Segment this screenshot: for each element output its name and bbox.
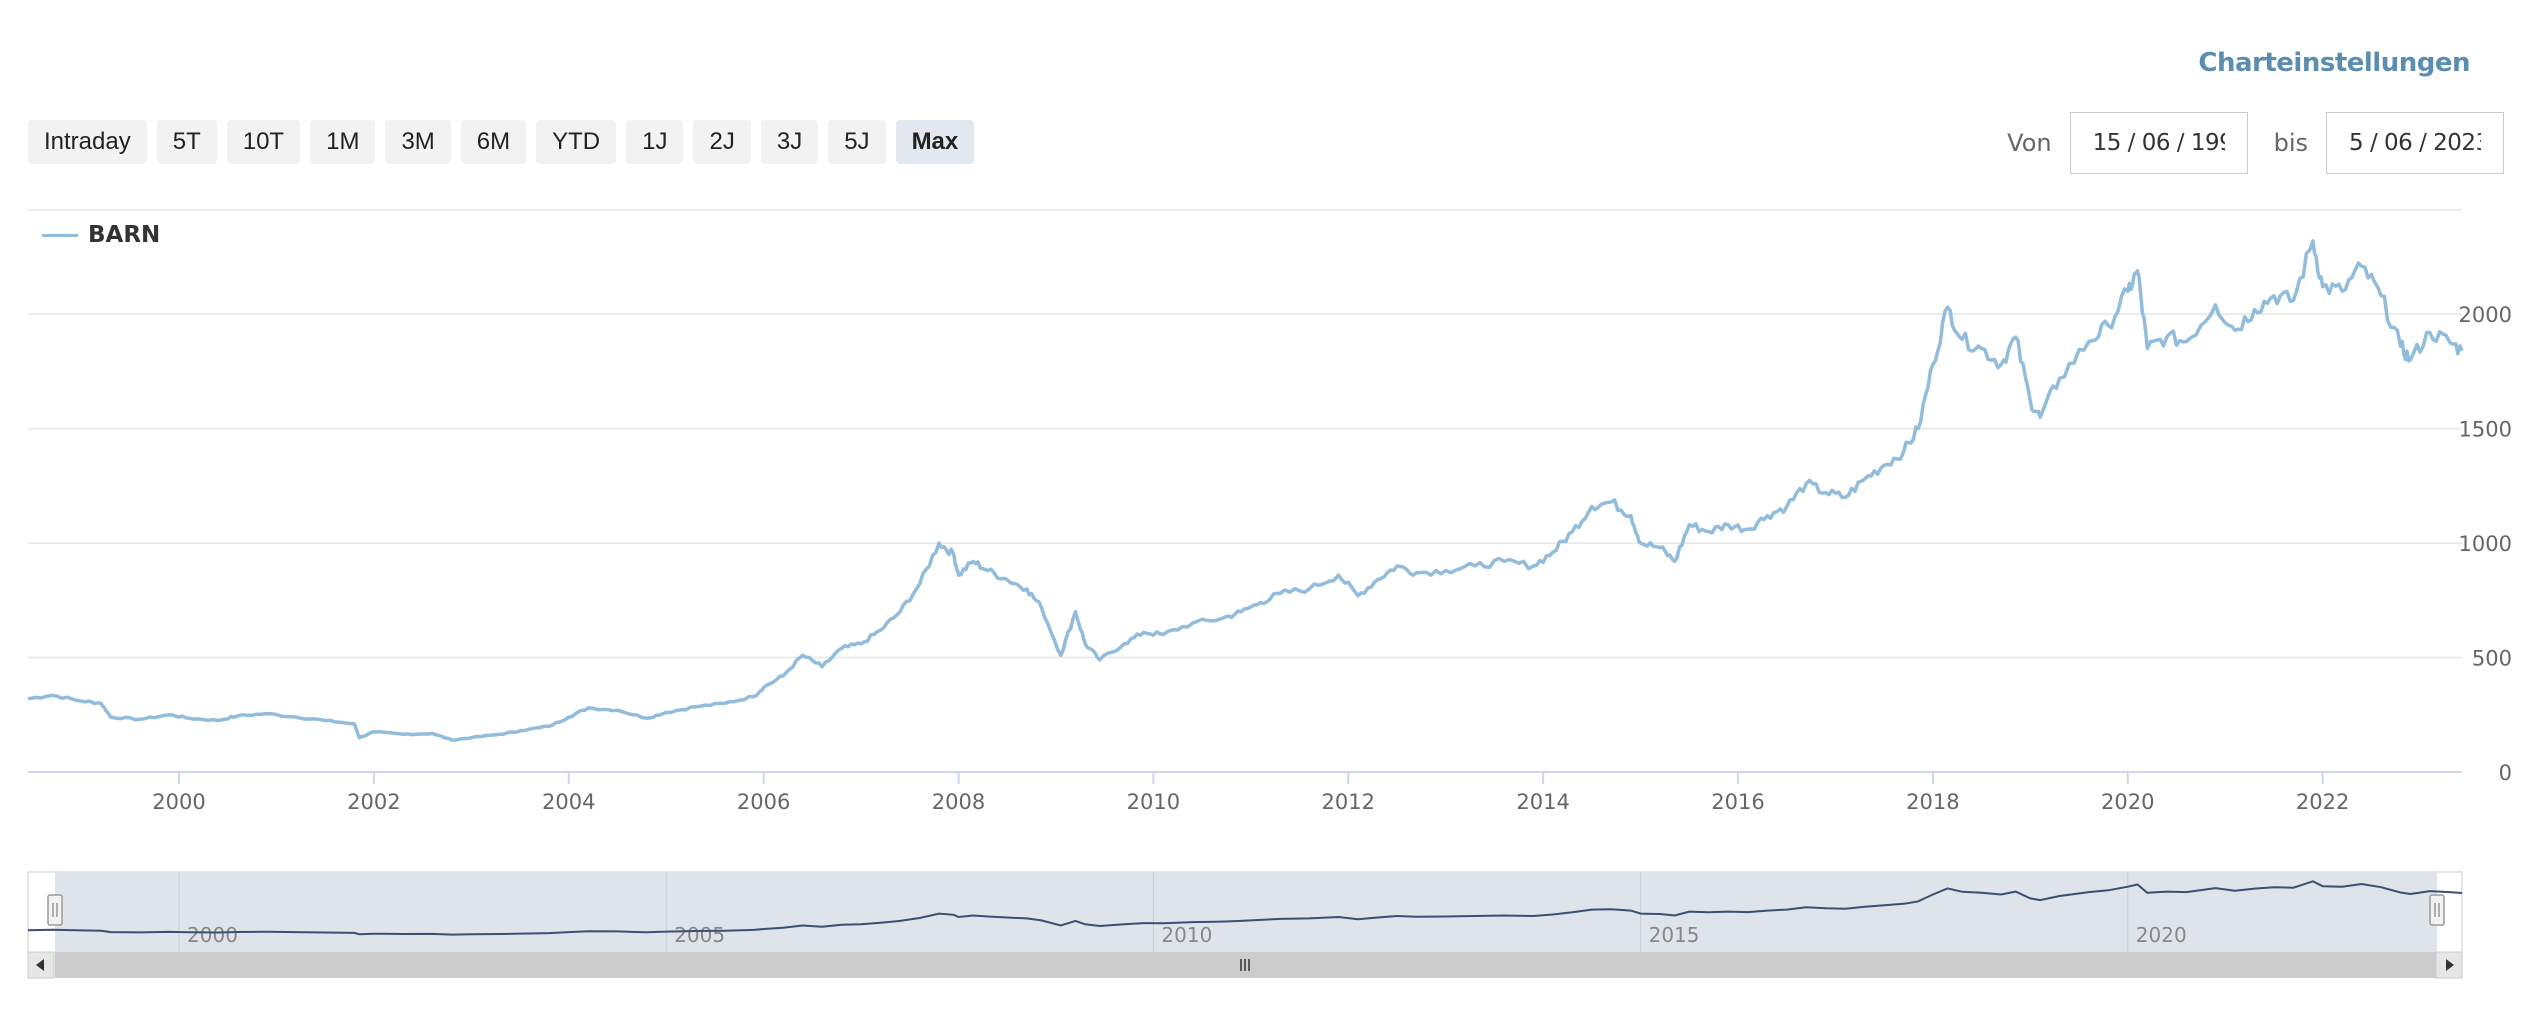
to-date-input[interactable] (2326, 112, 2504, 174)
range-button-ytd[interactable]: YTD (536, 120, 617, 164)
legend-line-marker (42, 233, 78, 237)
navigator-handle-right[interactable] (2429, 894, 2445, 926)
scroll-right-button[interactable] (2435, 951, 2463, 979)
x-tick-label: 2002 (347, 790, 400, 814)
y-tick-label: 1500 (2459, 418, 2512, 442)
range-button-3j[interactable]: 3J (760, 120, 819, 164)
scroll-left-button[interactable] (27, 951, 55, 979)
x-tick-label: 2012 (1322, 790, 1375, 814)
y-tick-label: 0 (2499, 761, 2512, 785)
navigator-series-line (27, 880, 2463, 936)
y-tick-label: 2000 (2459, 303, 2512, 327)
navigator-tick-label: 2000 (187, 923, 238, 947)
from-date-input[interactable] (2069, 112, 2248, 174)
scrollbar-thumb[interactable] (55, 952, 2437, 978)
range-button-6m[interactable]: 6M (460, 120, 527, 164)
x-tick-label: 2000 (152, 790, 205, 814)
series-line-barn (27, 239, 2464, 742)
x-tick-label: 2022 (2296, 790, 2349, 814)
range-button-3m[interactable]: 3M (385, 120, 451, 164)
range-button-1m[interactable]: 1M (310, 120, 376, 164)
navigator-tick-label: 2005 (674, 923, 725, 947)
navigator-handle-left[interactable] (47, 894, 63, 926)
to-label: bis (2273, 129, 2308, 157)
range-button-2j[interactable]: 2J (693, 120, 751, 164)
range-button-max[interactable]: Max (895, 120, 975, 164)
range-button-intraday[interactable]: Intraday (28, 120, 147, 164)
legend-label: BARN (88, 222, 161, 248)
range-button-10t[interactable]: 10T (226, 120, 301, 164)
y-tick-label: 1000 (2459, 532, 2512, 556)
x-tick-label: 2018 (1906, 790, 1959, 814)
x-tick-label: 2010 (1127, 790, 1180, 814)
range-selector: Intraday 5T 10T 1M 3M 6M YTD 1J 2J 3J 5J Max (28, 120, 975, 164)
arrow-left-icon (36, 959, 44, 971)
handle-body (2429, 894, 2445, 926)
navigator-selected-range (55, 872, 2437, 952)
handle-body (47, 894, 63, 926)
navigator-tick-label: 2010 (1161, 923, 1212, 947)
chart-settings-link[interactable]: Charteinstellungen (2198, 48, 2470, 78)
range-button-5j[interactable]: 5J (828, 120, 886, 164)
navigator-tick-label: 2015 (1649, 923, 1700, 947)
x-tick-label: 2008 (932, 790, 985, 814)
from-label: Von (2007, 129, 2052, 157)
range-button-5t[interactable]: 5T (156, 120, 217, 164)
arrow-right-icon (2446, 959, 2454, 971)
x-tick-label: 2020 (2101, 790, 2154, 814)
y-tick-label: 500 (2472, 647, 2512, 671)
x-tick-label: 2006 (737, 790, 790, 814)
navigator-tick-label: 2020 (2136, 923, 2187, 947)
x-tick-label: 2004 (542, 790, 595, 814)
x-tick-label: 2014 (1516, 790, 1569, 814)
range-button-1j[interactable]: 1J (626, 120, 684, 164)
x-tick-label: 2016 (1711, 790, 1764, 814)
date-range: Von bis (2007, 112, 2504, 174)
legend-item-barn[interactable]: BARN (42, 222, 160, 248)
